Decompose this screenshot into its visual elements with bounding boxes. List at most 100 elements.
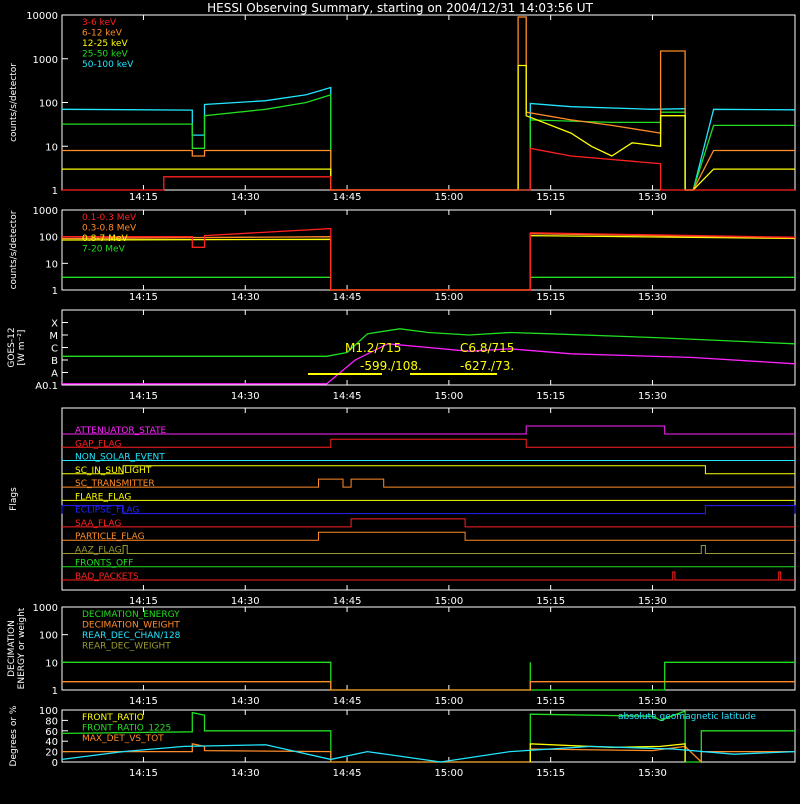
- plot-frame: [61, 407, 796, 591]
- flag-label: SAA_FLAG: [75, 519, 121, 529]
- x-tick-label: 15:15: [536, 696, 565, 707]
- x-tick-label: 14:30: [231, 596, 260, 607]
- series-line-short: [62, 343, 796, 385]
- y-axis-label-secondary: [W m⁻²]: [17, 330, 27, 366]
- flag-line: [62, 518, 795, 528]
- y-tick-label: 10: [45, 259, 58, 270]
- series-line-max-det-vs-tot: [62, 742, 795, 764]
- y-axis-label: counts/s/detector: [9, 210, 19, 289]
- x-tick-label: 14:45: [333, 292, 362, 303]
- x-tick-label: 15:30: [638, 391, 667, 402]
- legend-entry: FRONT_RATIO: [82, 713, 144, 723]
- series-line-latitude: [61, 744, 796, 763]
- legend-entry: 50-100 keV: [82, 60, 134, 70]
- x-tick-label: 14:30: [231, 192, 260, 203]
- y-tick-label: 100: [39, 233, 58, 244]
- legend-entry: 6-12 keV: [82, 29, 123, 39]
- x-tick-label: 15:00: [434, 596, 463, 607]
- x-tick-label: 15:30: [638, 696, 667, 707]
- flag-line: [61, 505, 796, 515]
- goes-annotation: C6.8/715: [460, 341, 514, 355]
- flag-label: FLARE_FLAG: [75, 492, 131, 502]
- x-tick-label: 14:45: [333, 596, 362, 607]
- flag-line: [62, 571, 795, 581]
- x-tick-label: 15:15: [536, 192, 565, 203]
- flag-line: [62, 478, 795, 488]
- x-tick-label: 15:15: [536, 391, 565, 402]
- y-tick-label: 1000: [33, 603, 58, 614]
- series-line-decimation-energy: [62, 661, 795, 691]
- y-tick-label: A0.1: [35, 381, 58, 392]
- legend-entry: MAX_DET_VS_TOT: [82, 734, 164, 744]
- x-tick-label: 14:15: [129, 596, 158, 607]
- chart-panel-counts-main: 14:15 14:30 14:45 15:00 15:15 15:30 1 10 100 1000…: [9, 11, 796, 203]
- legend-entry: REAR_DEC_CHAN/128: [82, 631, 181, 641]
- flag-line: [62, 531, 795, 541]
- x-tick-label: 14:15: [129, 768, 158, 779]
- y-tick-label: 80: [45, 716, 58, 727]
- flag-label: SC_TRANSMITTER: [75, 479, 155, 489]
- legend-entry: 12-25 keV: [82, 39, 128, 49]
- y-tick-label: 10000: [26, 11, 58, 22]
- flag-label: GAP_FLAG: [75, 439, 121, 449]
- chart-panel-flags: 14:15 14:30 14:45 15:00 15:15 15:30 Flags ATTEN…: [9, 407, 796, 607]
- x-tick-label: 15:30: [638, 292, 667, 303]
- y-axis-label: DECIMATION: [7, 620, 17, 677]
- x-tick-label: 14:45: [333, 696, 362, 707]
- flag-label: FRONTS_OFF: [75, 559, 133, 569]
- legend-entry: FRONT_RATIO_1225: [82, 724, 171, 734]
- chart-panel-decimation: 14:15 14:30 14:45 15:00 15:15 15:30 1 10 100 1000…: [7, 603, 796, 707]
- y-axis-label: counts/s/detector: [9, 63, 19, 142]
- x-tick-label: 15:15: [536, 768, 565, 779]
- flag-label: ATTENUATOR_STATE: [75, 426, 167, 436]
- y-tick-label: 100: [39, 706, 58, 717]
- y-tick-label: X: [51, 319, 58, 330]
- y-axis-label: Degrees or %: [9, 705, 19, 766]
- chart-panel-ratios: 14:15 14:30 14:45 15:00 15:15 15:30 0204060801…: [9, 705, 796, 779]
- latitude-note: absolute geomagnetic latitude: [618, 712, 756, 722]
- flag-label: ECLIPSE_FLAG: [75, 506, 139, 516]
- y-axis-label: GOES-12: [7, 327, 17, 367]
- x-tick-label: 15:00: [434, 391, 463, 402]
- y-tick-label: 1000: [33, 55, 58, 66]
- x-tick-label: 14:15: [129, 696, 158, 707]
- x-tick-label: 15:30: [638, 192, 667, 203]
- goes-annotation: -627./73.: [460, 359, 514, 373]
- y-tick-label: 100: [39, 99, 58, 110]
- flag-line: [62, 465, 795, 475]
- y-tick-label: 20: [45, 748, 58, 759]
- flag-label: NON_SOLAR_EVENT: [75, 453, 165, 463]
- legend-entry: 0.8-7 MeV: [82, 234, 128, 244]
- legend-entry: DECIMATION_WEIGHT: [82, 621, 180, 631]
- x-tick-label: 14:45: [333, 391, 362, 402]
- x-tick-label: 14:15: [129, 391, 158, 402]
- x-tick-label: 15:00: [434, 768, 463, 779]
- x-tick-label: 14:45: [333, 192, 362, 203]
- goes-annotation: -599./108.: [360, 359, 422, 373]
- x-tick-label: 14:45: [333, 768, 362, 779]
- y-axis-label: Flags: [9, 487, 19, 511]
- y-tick-label: 1: [52, 286, 58, 297]
- goes-annotation: M1.2/715: [345, 341, 401, 355]
- series-line-decimation-weight: [62, 681, 795, 691]
- y-tick-label: C: [51, 344, 58, 355]
- legend-entry: 0.1-0.3 MeV: [82, 213, 137, 223]
- x-tick-label: 14:30: [231, 292, 260, 303]
- series-line-front-ratio: [529, 743, 686, 762]
- legend-entry: 3-6 keV: [82, 18, 117, 28]
- y-tick-label: 10: [45, 142, 58, 153]
- x-tick-label: 14:15: [129, 192, 158, 203]
- y-tick-label: 100: [39, 631, 58, 642]
- x-tick-label: 15:15: [536, 292, 565, 303]
- x-tick-label: 14:30: [231, 768, 260, 779]
- y-tick-label: B: [51, 356, 58, 367]
- flag-label: SC_IN_SUNLIGHT: [75, 466, 152, 476]
- x-tick-label: 14:30: [231, 391, 260, 402]
- y-tick-label: M: [49, 331, 58, 342]
- legend-entry: 7-20 MeV: [82, 245, 126, 255]
- chart-panel-counts-high: 14:15 14:30 14:45 15:00 15:15 15:30 1 10 100 1000…: [9, 206, 796, 303]
- flag-label: PARTICLE_FLAG: [75, 532, 145, 542]
- x-tick-label: 15:00: [434, 696, 463, 707]
